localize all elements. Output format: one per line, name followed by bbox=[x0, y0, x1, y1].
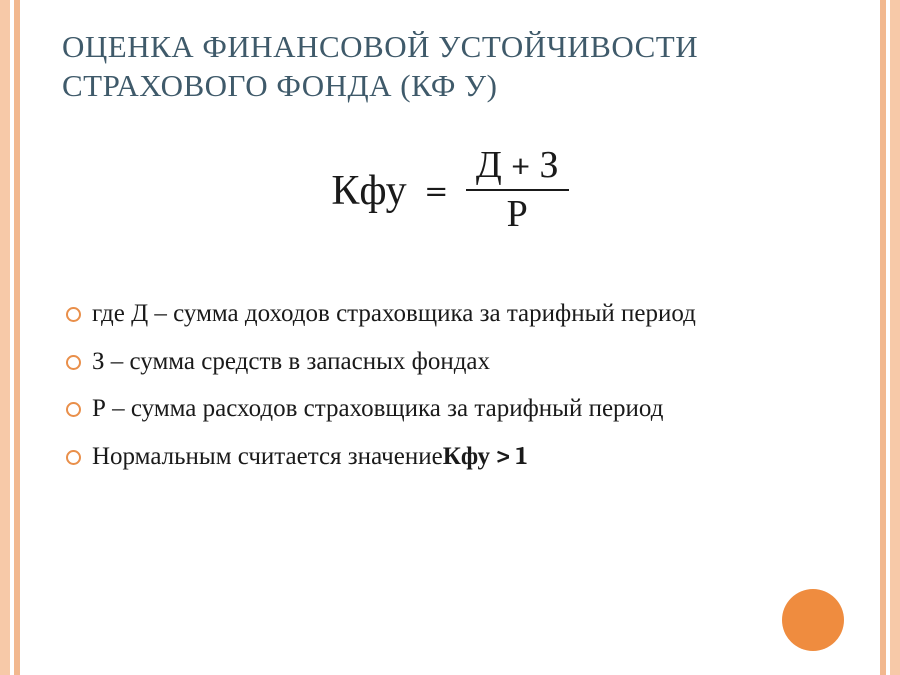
decor-band-outer-left bbox=[0, 0, 10, 675]
definition-list: где Д – сумма доходов страховщика за тар… bbox=[62, 297, 838, 474]
condition-expr: Кфу > 1 bbox=[443, 442, 528, 471]
list-item: З – сумма средств в запасных фондах bbox=[62, 345, 838, 379]
condition-prefix: Нормальным считается значение bbox=[92, 443, 443, 470]
formula-lhs: Кфу bbox=[331, 166, 406, 215]
slide-body: ОЦЕНКА ФИНАНСОВОЙ УСТОЙЧИВОСТИ СТРАХОВОГ… bbox=[28, 0, 872, 675]
formula-numerator: Д + З bbox=[466, 144, 569, 190]
formula-denominator: Р bbox=[497, 191, 538, 237]
formula-block: Кфу = Д + З Р bbox=[62, 144, 838, 237]
formula-eq: = bbox=[425, 166, 448, 215]
list-item: Р – сумма расходов страховщика за тарифн… bbox=[62, 392, 838, 426]
formula-fraction: Д + З Р bbox=[466, 144, 569, 237]
circle-decor-icon bbox=[782, 589, 844, 651]
list-item: где Д – сумма доходов страховщика за тар… bbox=[62, 297, 838, 331]
decor-band-inner-right bbox=[880, 0, 886, 675]
decor-band-inner-left bbox=[14, 0, 20, 675]
slide-title: ОЦЕНКА ФИНАНСОВОЙ УСТОЙЧИВОСТИ СТРАХОВОГ… bbox=[62, 28, 838, 106]
decor-band-outer-right bbox=[890, 0, 900, 675]
list-item-condition: Нормальным считается значениеКфу > 1 bbox=[62, 440, 838, 474]
formula: Кфу = Д + З Р bbox=[331, 144, 568, 237]
